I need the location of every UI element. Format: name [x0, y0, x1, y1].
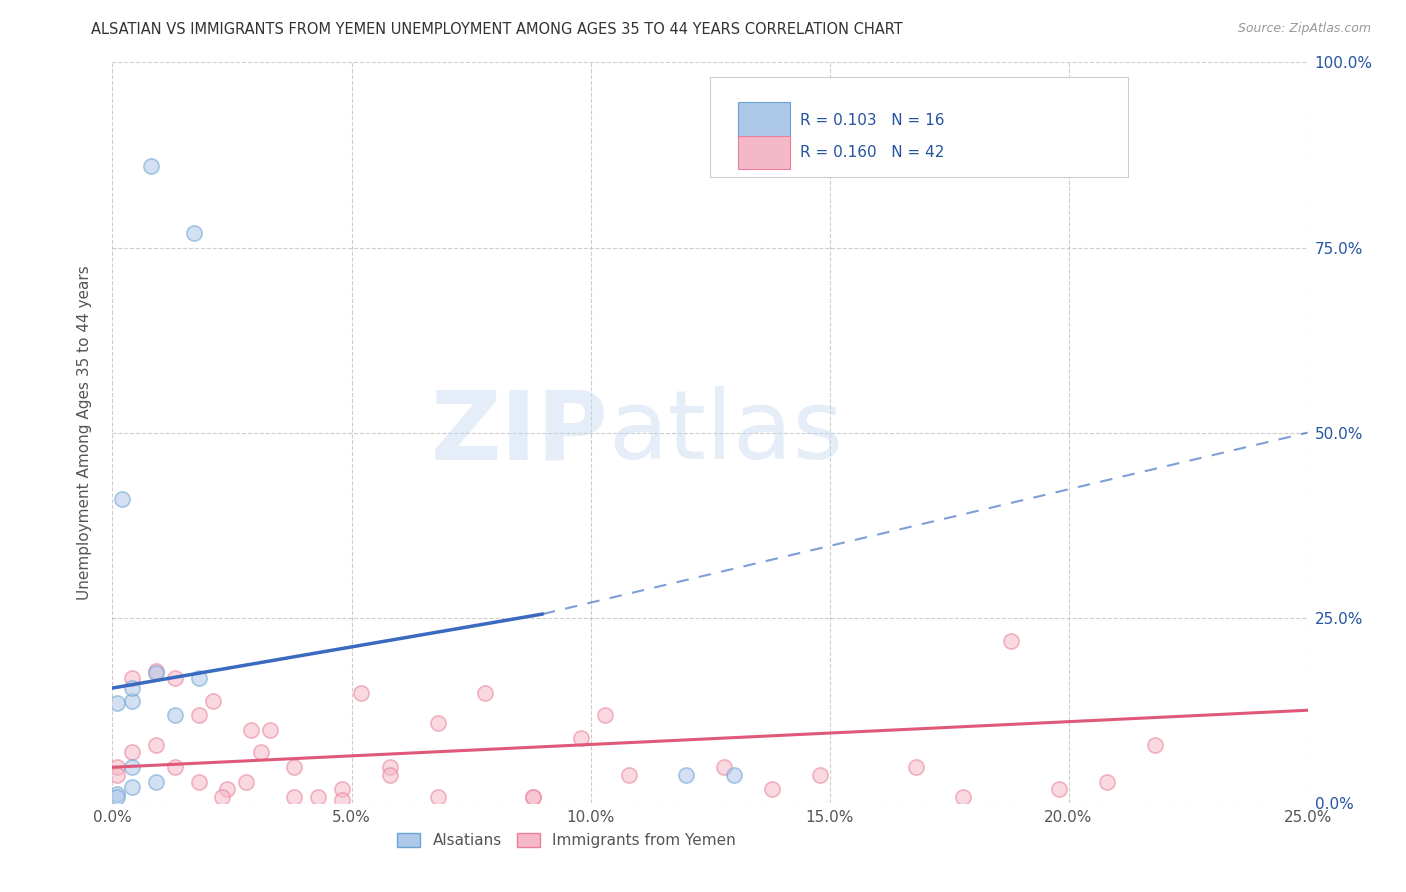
Point	[952, 789, 974, 804]
Point	[105, 696, 128, 710]
Point	[211, 789, 233, 804]
Point	[259, 723, 281, 738]
Point	[675, 767, 697, 781]
Point	[139, 159, 162, 173]
Text: ALSATIAN VS IMMIGRANTS FROM YEMEN UNEMPLOYMENT AMONG AGES 35 TO 44 YEARS CORRELA: ALSATIAN VS IMMIGRANTS FROM YEMEN UNEMPL…	[91, 22, 903, 37]
Point	[283, 760, 305, 774]
Point	[713, 760, 735, 774]
Point	[426, 715, 449, 730]
Point	[378, 767, 401, 781]
Point	[283, 789, 305, 804]
Point	[474, 686, 496, 700]
Point	[330, 793, 353, 807]
Point	[121, 746, 143, 760]
Point	[1000, 634, 1022, 648]
Point	[163, 708, 186, 723]
Y-axis label: Unemployment Among Ages 35 to 44 years: Unemployment Among Ages 35 to 44 years	[77, 265, 91, 600]
Point	[145, 775, 167, 789]
Text: R = 0.160   N = 42: R = 0.160 N = 42	[800, 145, 943, 161]
Point	[593, 708, 616, 723]
Point	[105, 767, 128, 781]
Point	[145, 738, 167, 752]
Point	[105, 787, 128, 801]
Point	[569, 731, 592, 745]
Point	[522, 789, 544, 804]
Point	[105, 760, 128, 774]
Point	[121, 681, 143, 695]
Text: Source: ZipAtlas.com: Source: ZipAtlas.com	[1237, 22, 1371, 36]
Point	[522, 789, 544, 804]
Point	[121, 760, 143, 774]
Point	[145, 664, 167, 678]
Text: atlas: atlas	[609, 386, 844, 479]
Point	[187, 775, 209, 789]
Point	[187, 708, 209, 723]
Point	[187, 672, 209, 686]
Point	[163, 672, 186, 686]
Point	[617, 767, 640, 781]
FancyBboxPatch shape	[738, 136, 790, 169]
Point	[121, 780, 143, 794]
Point	[307, 789, 329, 804]
Point	[121, 672, 143, 686]
Point	[378, 760, 401, 774]
Point	[201, 693, 224, 707]
Point	[121, 693, 143, 707]
Legend: Alsatians, Immigrants from Yemen: Alsatians, Immigrants from Yemen	[391, 827, 742, 855]
Point	[1095, 775, 1118, 789]
Text: ZIP: ZIP	[430, 386, 609, 479]
Text: R = 0.103   N = 16: R = 0.103 N = 16	[800, 112, 945, 128]
Point	[163, 760, 186, 774]
Point	[808, 767, 831, 781]
Point	[217, 782, 239, 797]
Point	[1047, 782, 1070, 797]
Point	[426, 789, 449, 804]
Point	[183, 226, 205, 240]
Point	[904, 760, 927, 774]
Point	[330, 782, 353, 797]
Point	[145, 666, 167, 681]
FancyBboxPatch shape	[710, 78, 1129, 178]
Point	[350, 686, 373, 700]
Point	[723, 767, 745, 781]
Point	[1143, 738, 1166, 752]
FancyBboxPatch shape	[738, 102, 790, 138]
Point	[111, 492, 134, 507]
Point	[105, 789, 128, 804]
Point	[761, 782, 783, 797]
Point	[249, 746, 271, 760]
Point	[235, 775, 257, 789]
Point	[240, 723, 263, 738]
